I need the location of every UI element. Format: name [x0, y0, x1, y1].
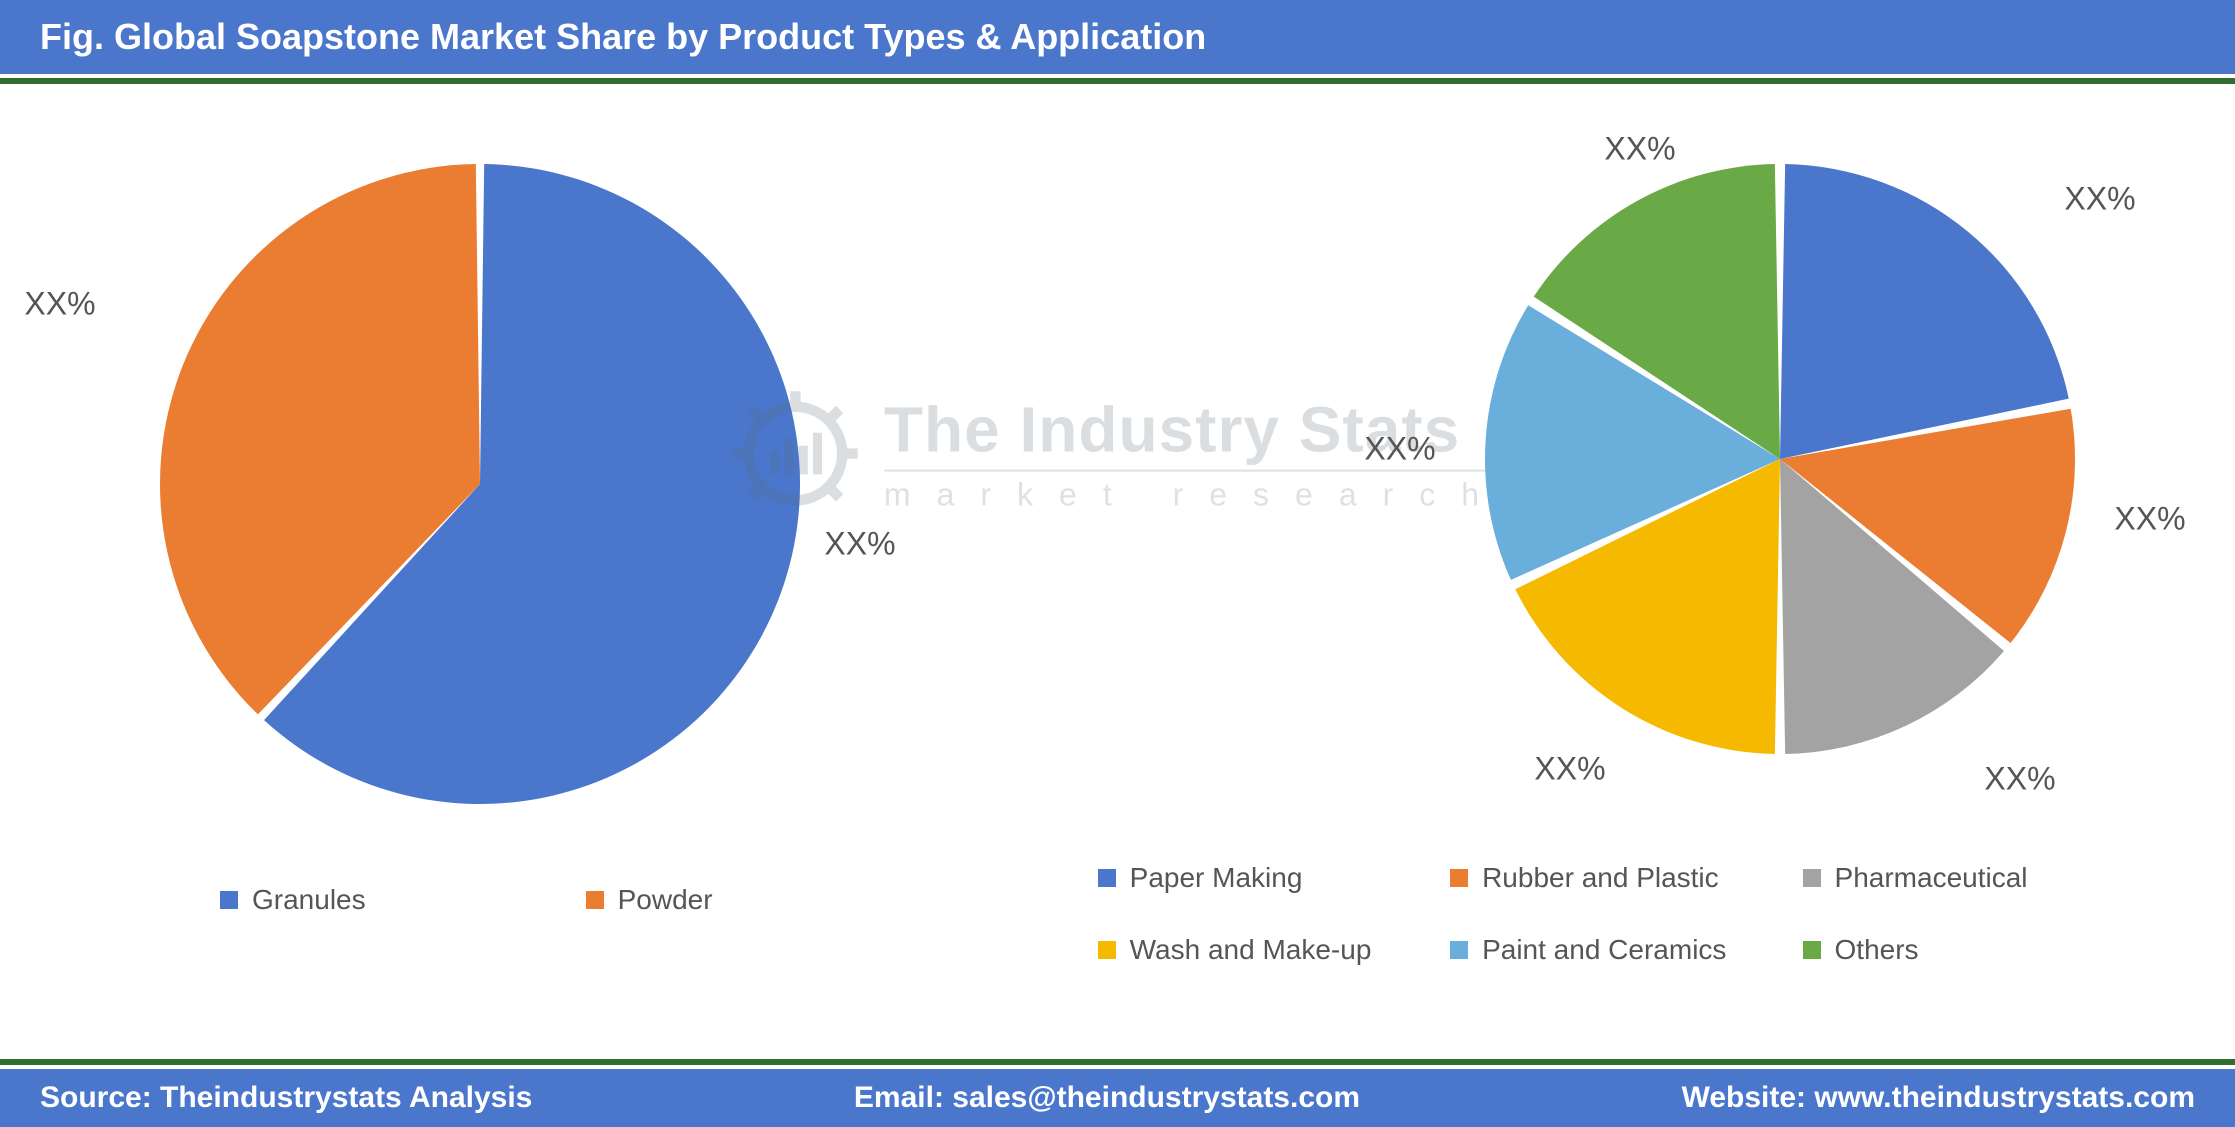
- bottom-divider: [0, 1059, 2235, 1065]
- application-legend-label-0: Paper Making: [1130, 862, 1303, 894]
- product-legend-item-0: Granules: [220, 884, 366, 916]
- product-legend-item-1: Powder: [586, 884, 713, 916]
- application-pie-label-3: XX%: [1534, 751, 1605, 788]
- application-legend-item-3: Wash and Make-up: [1098, 926, 1410, 974]
- footer-source: Source: Theindustrystats Analysis: [40, 1081, 532, 1115]
- application-pie: XX%XX%XX%XX%XX%XX%: [1445, 124, 2115, 794]
- application-pie-label-1: XX%: [2114, 501, 2185, 538]
- application-legend-item-5: Others: [1803, 926, 2115, 974]
- application-legend-swatch-1: [1450, 869, 1468, 887]
- product-legend-swatch-1: [586, 891, 604, 909]
- application-legend-label-5: Others: [1835, 934, 1919, 966]
- application-legend-item-1: Rubber and Plastic: [1450, 854, 1762, 902]
- watermark-sub-text: market research: [884, 469, 1505, 512]
- application-legend-label-4: Paint and Ceramics: [1482, 934, 1726, 966]
- product-types-pie: XX%XX%: [120, 124, 840, 844]
- charts-row: XX%XX% The Industry Stats market re: [0, 84, 2235, 844]
- product-legend-label-0: Granules: [252, 884, 366, 916]
- product-pie-label-1: XX%: [24, 286, 95, 323]
- footer-bar: Source: Theindustrystats Analysis Email:…: [0, 1069, 2235, 1127]
- product-pie-label-0: XX%: [824, 526, 895, 563]
- application-pie-slice-0: [1780, 164, 2069, 459]
- footer-email: Email: sales@theindustrystats.com: [854, 1081, 1360, 1115]
- application-legend-swatch-2: [1803, 869, 1821, 887]
- product-legend-label-1: Powder: [618, 884, 713, 916]
- figure-title: Fig. Global Soapstone Market Share by Pr…: [40, 16, 1206, 57]
- application-legend-label-1: Rubber and Plastic: [1482, 862, 1719, 894]
- application-legend-item-4: Paint and Ceramics: [1450, 926, 1762, 974]
- product-legend-swatch-0: [220, 891, 238, 909]
- application-legend-swatch-4: [1450, 941, 1468, 959]
- application-pie-label-4: XX%: [1364, 431, 1435, 468]
- legends-row: Granules Powder Paper Making Rubber and Pl…: [0, 844, 2235, 994]
- application-legend-item-2: Pharmaceutical: [1803, 854, 2115, 902]
- application-pie-label-5: XX%: [1604, 131, 1675, 168]
- application-legend-label-3: Wash and Make-up: [1130, 934, 1372, 966]
- application-legend-item-0: Paper Making: [1098, 854, 1410, 902]
- application-legend-swatch-0: [1098, 869, 1116, 887]
- title-bar: Fig. Global Soapstone Market Share by Pr…: [0, 0, 2235, 74]
- application-legend-swatch-5: [1803, 941, 1821, 959]
- product-pie-svg: [120, 124, 840, 844]
- application-pie-label-0: XX%: [2064, 181, 2135, 218]
- application-legend-label-2: Pharmaceutical: [1835, 862, 2028, 894]
- application-pie-label-2: XX%: [1984, 761, 2055, 798]
- footer-website: Website: www.theindustrystats.com: [1682, 1081, 2195, 1115]
- application-pie-svg: [1445, 124, 2115, 794]
- application-legend-swatch-3: [1098, 941, 1116, 959]
- product-types-legend: Granules Powder: [120, 854, 1058, 974]
- application-legend: Paper Making Rubber and Plastic Pharmaceut…: [1058, 854, 2115, 974]
